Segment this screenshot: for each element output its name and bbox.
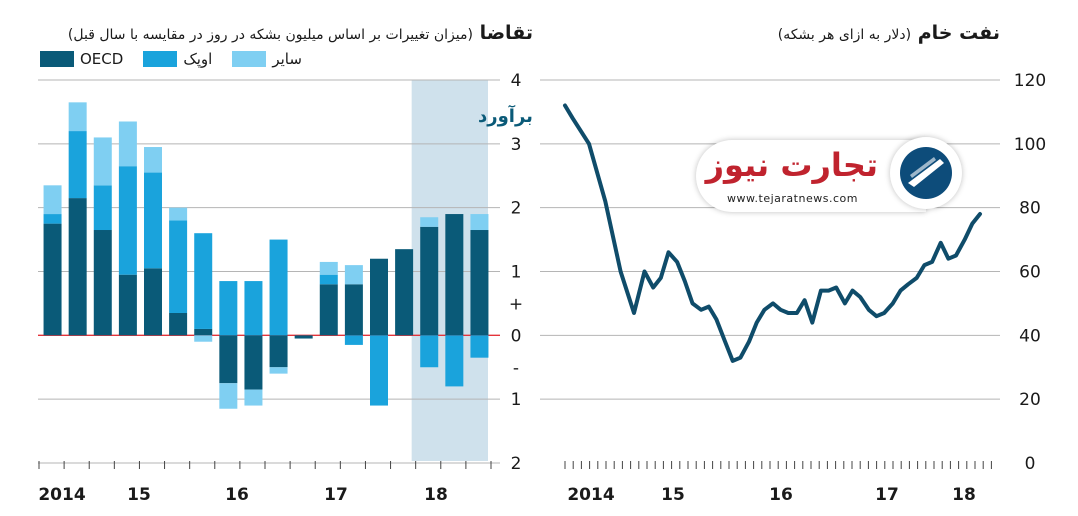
logo-name: تجارت نیوز: [705, 146, 878, 184]
oil-y-tick: 100: [1014, 135, 1046, 155]
bar-opec: [43, 214, 62, 224]
demand-y-tick: 1: [511, 390, 522, 410]
oil-y-tick: 0: [1025, 454, 1036, 474]
oil-y-tick: 60: [1019, 263, 1041, 283]
oil-title-text: نفت خام: [917, 22, 1000, 44]
oil-y-tick: 80: [1019, 199, 1041, 219]
logo-url: www.tejaratnews.com: [727, 192, 858, 205]
bar-oecd: [395, 249, 414, 336]
bar-opec: [269, 239, 288, 336]
bar-opec: [144, 172, 162, 269]
legend-oecd-label: OECD: [80, 50, 124, 68]
bar-oecd: [68, 198, 87, 336]
legend-other-swatch: [232, 51, 267, 67]
bar-other: [93, 137, 112, 186]
oil-chart-title: نفت خام (دلار به ازای هر بشکه): [778, 22, 1000, 44]
bar-other: [420, 217, 439, 227]
oil-y-tick: 20: [1019, 390, 1041, 410]
oil-x-tick: 18: [952, 485, 976, 505]
bar-oecd: [244, 335, 263, 390]
bar-other: [244, 389, 263, 406]
bar-opec: [194, 233, 213, 329]
demand-y-tick: -: [513, 358, 519, 378]
demand-chart-title: تقاضا (میزان تغییرات بر اساس میلیون بشکه…: [68, 22, 533, 44]
oil-price-line: [563, 103, 982, 363]
bar-oecd: [169, 312, 188, 336]
bar-other: [169, 207, 188, 221]
oil-price-line-chart: 0 20 40 60 80 100 120 2014 15 16 17 18: [540, 71, 1046, 505]
bar-oecd: [269, 335, 288, 368]
bar-opec: [219, 281, 238, 336]
demand-x-tick: 15: [127, 485, 151, 505]
bar-other: [470, 214, 489, 231]
bar-oecd: [370, 258, 388, 336]
bar-oecd: [294, 335, 313, 339]
bar-other: [219, 383, 238, 409]
oil-x-tick: 15: [661, 485, 685, 505]
bar-oecd: [43, 223, 62, 336]
demand-y-tick: 2: [511, 199, 522, 219]
bar-opec: [470, 335, 489, 358]
oil-subtitle: (دلار به ازای هر بشکه): [777, 27, 912, 43]
demand-x-tick: 17: [324, 485, 348, 505]
legend-oecd-swatch: [40, 51, 74, 67]
demand-subtitle: (میزان تغییرات بر اساس میلیون بشکه در رو…: [67, 27, 473, 43]
logo-emblem: [890, 137, 962, 209]
oil-x-tick: 17: [875, 485, 899, 505]
bar-oecd: [93, 230, 112, 336]
bar-oecd: [344, 284, 363, 336]
oil-y-tick: 120: [1014, 71, 1046, 91]
bar-other: [144, 147, 162, 173]
oil-y-tick: 40: [1019, 326, 1041, 346]
bar-opec: [370, 335, 388, 406]
demand-x-tick: 2014: [38, 485, 85, 505]
bar-oecd: [118, 274, 137, 336]
demand-x-tick: 18: [424, 485, 448, 505]
bar-oecd: [470, 230, 489, 336]
bar-opec: [169, 220, 188, 313]
demand-y-tick: +: [509, 294, 523, 314]
legend-other-label: سایر: [272, 50, 302, 68]
bar-other: [319, 261, 338, 275]
demand-bar-chart: برآورد 4 3 2 1 +0 - 1 2 2014 15 16 17 18: [38, 71, 533, 505]
logo-box: [696, 140, 926, 212]
demand-y-tick: 4: [511, 71, 522, 91]
estimate-label: برآورد: [478, 104, 533, 127]
bar-opec: [118, 166, 137, 275]
bar-other: [269, 367, 288, 374]
demand-title-text: تقاضا: [479, 22, 533, 44]
demand-x-tick: 16: [225, 485, 249, 505]
demand-y-tick: 3: [511, 135, 522, 155]
bar-opec: [344, 335, 363, 345]
oil-x-tick: 2014: [567, 485, 614, 505]
legend-opec-label: اوپک: [183, 50, 213, 68]
bar-oecd: [420, 226, 439, 336]
demand-y-tick: 0: [511, 326, 522, 346]
bar-oecd: [194, 328, 213, 336]
bar-opec: [93, 185, 112, 231]
bar-opec: [244, 281, 263, 336]
bar-other: [68, 102, 87, 132]
bar-other: [43, 185, 62, 215]
bar-oecd: [219, 335, 238, 384]
bar-opec: [68, 131, 87, 199]
demand-y-tick: 2: [511, 454, 522, 474]
bar-oecd: [319, 284, 338, 336]
demand-legend: OECD اوپک سایر: [40, 50, 302, 68]
bar-other: [118, 121, 137, 167]
bar-opec: [445, 335, 464, 387]
bar-oecd: [144, 268, 162, 336]
bar-opec: [420, 335, 439, 368]
demand-y-tick: 1: [511, 263, 522, 283]
bar-oecd: [445, 214, 464, 336]
oil-x-tick: 16: [769, 485, 793, 505]
bar-other: [344, 265, 363, 285]
bar-opec: [319, 274, 338, 285]
legend-opec-swatch: [143, 51, 178, 67]
bar-other: [194, 335, 213, 342]
